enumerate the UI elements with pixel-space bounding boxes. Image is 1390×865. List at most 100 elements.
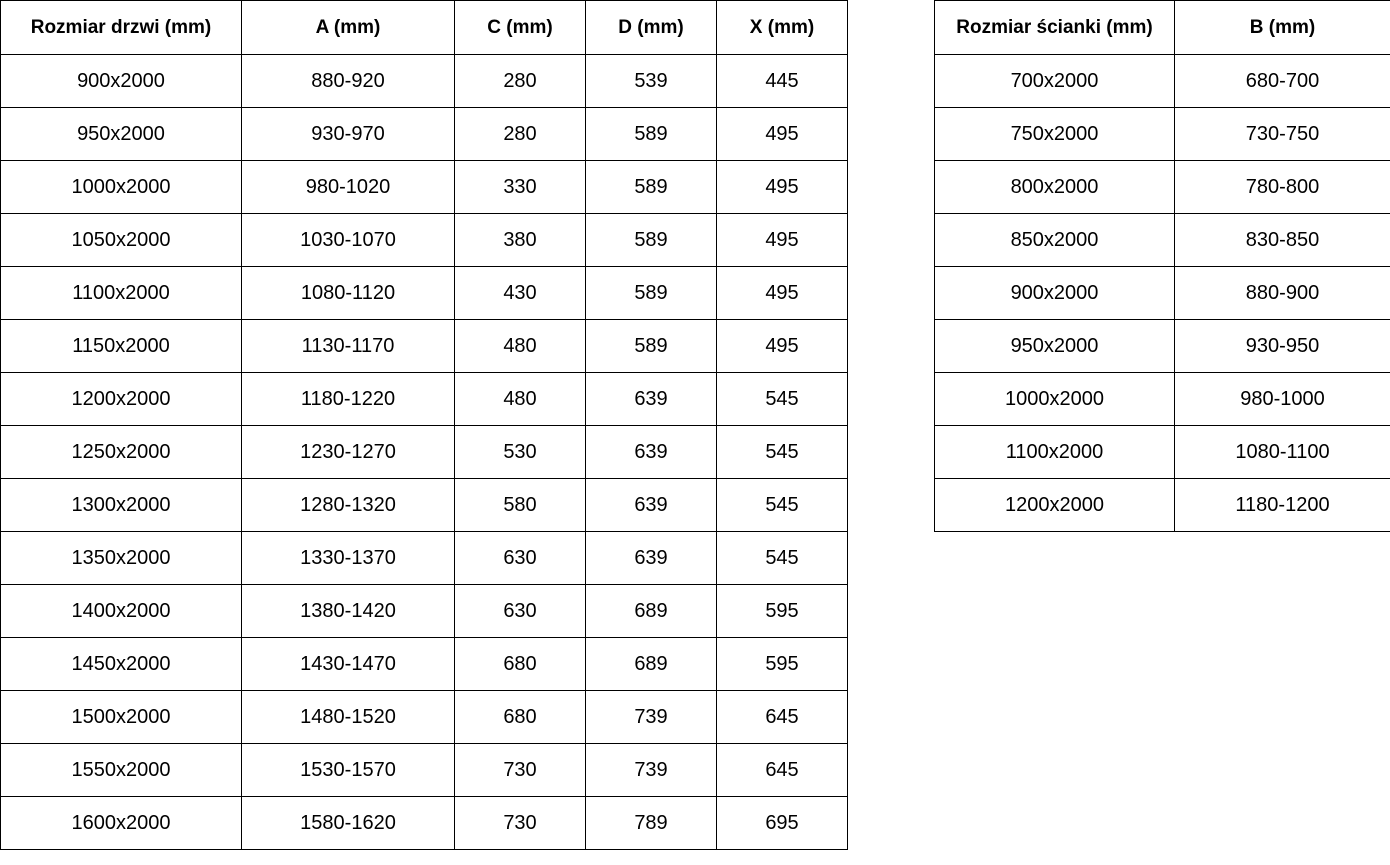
table-cell: 739 — [585, 690, 717, 744]
table-row: 1450x2000 1430-1470 680 689 595 — [0, 637, 848, 691]
table-cell: 1230-1270 — [241, 425, 455, 479]
table-row: 1000x2000 980-1020 330 589 495 — [0, 160, 848, 214]
table-cell: 1130-1170 — [241, 319, 455, 373]
table-cell: 1200x2000 — [934, 478, 1175, 532]
column-header-door-size: Rozmiar drzwi (mm) — [0, 0, 242, 55]
table-cell: 1180-1220 — [241, 372, 455, 426]
table-cell: 595 — [716, 584, 848, 638]
table-cell: 980-1000 — [1174, 372, 1390, 426]
table-cell: 1100x2000 — [0, 266, 242, 320]
table-cell: 1030-1070 — [241, 213, 455, 267]
table-cell: 930-970 — [241, 107, 455, 161]
table-header-row: Rozmiar ścianki (mm) B (mm) — [934, 0, 1390, 55]
table-cell: 495 — [716, 160, 848, 214]
table-cell: 589 — [585, 319, 717, 373]
table-row: 1100x2000 1080-1100 — [934, 425, 1390, 479]
table-row: 750x2000 730-750 — [934, 107, 1390, 161]
table-cell: 980-1020 — [241, 160, 455, 214]
table-row: 1550x2000 1530-1570 730 739 645 — [0, 743, 848, 797]
table-header-row: Rozmiar drzwi (mm) A (mm) C (mm) D (mm) … — [0, 0, 848, 55]
wall-size-table-body: 700x2000 680-700 750x2000 730-750 800x2000 78… — [934, 54, 1390, 532]
table-cell: 589 — [585, 213, 717, 267]
wall-size-table-container: Rozmiar ścianki (mm) B (mm) 700x2000 680-… — [934, 0, 1390, 532]
table-cell: 689 — [585, 637, 717, 691]
table-cell: 930-950 — [1174, 319, 1390, 373]
table-cell: 1500x2000 — [0, 690, 242, 744]
table-cell: 1050x2000 — [0, 213, 242, 267]
table-row: 1200x2000 1180-1220 480 639 545 — [0, 372, 848, 426]
table-cell: 639 — [585, 531, 717, 585]
table-cell: 1080-1100 — [1174, 425, 1390, 479]
table-row: 1300x2000 1280-1320 580 639 545 — [0, 478, 848, 532]
table-cell: 950x2000 — [0, 107, 242, 161]
table-row: 1050x2000 1030-1070 380 589 495 — [0, 213, 848, 267]
table-cell: 1000x2000 — [0, 160, 242, 214]
table-row: 1250x2000 1230-1270 530 639 545 — [0, 425, 848, 479]
table-cell: 750x2000 — [934, 107, 1175, 161]
table-cell: 330 — [454, 160, 586, 214]
table-cell: 1000x2000 — [934, 372, 1175, 426]
table-cell: 1380-1420 — [241, 584, 455, 638]
table-row: 1600x2000 1580-1620 730 789 695 — [0, 796, 848, 850]
table-cell: 1150x2000 — [0, 319, 242, 373]
table-row: 1200x2000 1180-1200 — [934, 478, 1390, 532]
table-cell: 730 — [454, 796, 586, 850]
table-cell: 880-920 — [241, 54, 455, 108]
column-header-c: C (mm) — [454, 0, 586, 55]
table-cell: 539 — [585, 54, 717, 108]
column-header-d: D (mm) — [585, 0, 717, 55]
table-cell: 495 — [716, 213, 848, 267]
table-cell: 1400x2000 — [0, 584, 242, 638]
table-cell: 580 — [454, 478, 586, 532]
table-cell: 1350x2000 — [0, 531, 242, 585]
table-cell: 595 — [716, 637, 848, 691]
table-cell: 589 — [585, 266, 717, 320]
table-cell: 480 — [454, 372, 586, 426]
table-row: 950x2000 930-950 — [934, 319, 1390, 373]
table-cell: 589 — [585, 160, 717, 214]
table-cell: 639 — [585, 478, 717, 532]
table-row: 950x2000 930-970 280 589 495 — [0, 107, 848, 161]
table-row: 1350x2000 1330-1370 630 639 545 — [0, 531, 848, 585]
table-cell: 680 — [454, 637, 586, 691]
table-row: 1500x2000 1480-1520 680 739 645 — [0, 690, 848, 744]
table-cell: 1180-1200 — [1174, 478, 1390, 532]
table-cell: 1530-1570 — [241, 743, 455, 797]
table-cell: 1300x2000 — [0, 478, 242, 532]
table-cell: 280 — [454, 107, 586, 161]
table-cell: 639 — [585, 372, 717, 426]
table-row: 1100x2000 1080-1120 430 589 495 — [0, 266, 848, 320]
table-cell: 530 — [454, 425, 586, 479]
table-cell: 545 — [716, 478, 848, 532]
table-cell: 1430-1470 — [241, 637, 455, 691]
door-size-table-container: Rozmiar drzwi (mm) A (mm) C (mm) D (mm) … — [0, 0, 848, 850]
table-row: 1150x2000 1130-1170 480 589 495 — [0, 319, 848, 373]
table-cell: 780-800 — [1174, 160, 1390, 214]
table-cell: 800x2000 — [934, 160, 1175, 214]
table-cell: 380 — [454, 213, 586, 267]
table-cell: 495 — [716, 319, 848, 373]
table-cell: 480 — [454, 319, 586, 373]
table-cell: 850x2000 — [934, 213, 1175, 267]
table-cell: 1450x2000 — [0, 637, 242, 691]
table-row: 850x2000 830-850 — [934, 213, 1390, 267]
table-cell: 789 — [585, 796, 717, 850]
table-row: 1400x2000 1380-1420 630 689 595 — [0, 584, 848, 638]
table-cell: 1100x2000 — [934, 425, 1175, 479]
door-size-table: Rozmiar drzwi (mm) A (mm) C (mm) D (mm) … — [0, 0, 848, 850]
column-header-b: B (mm) — [1174, 0, 1390, 55]
table-row: 900x2000 880-920 280 539 445 — [0, 54, 848, 108]
table-cell: 1550x2000 — [0, 743, 242, 797]
table-cell: 950x2000 — [934, 319, 1175, 373]
table-cell: 280 — [454, 54, 586, 108]
table-row: 900x2000 880-900 — [934, 266, 1390, 320]
table-cell: 545 — [716, 425, 848, 479]
table-cell: 880-900 — [1174, 266, 1390, 320]
table-cell: 495 — [716, 266, 848, 320]
table-cell: 689 — [585, 584, 717, 638]
table-cell: 645 — [716, 690, 848, 744]
table-cell: 1330-1370 — [241, 531, 455, 585]
table-cell: 1580-1620 — [241, 796, 455, 850]
table-row: 1000x2000 980-1000 — [934, 372, 1390, 426]
